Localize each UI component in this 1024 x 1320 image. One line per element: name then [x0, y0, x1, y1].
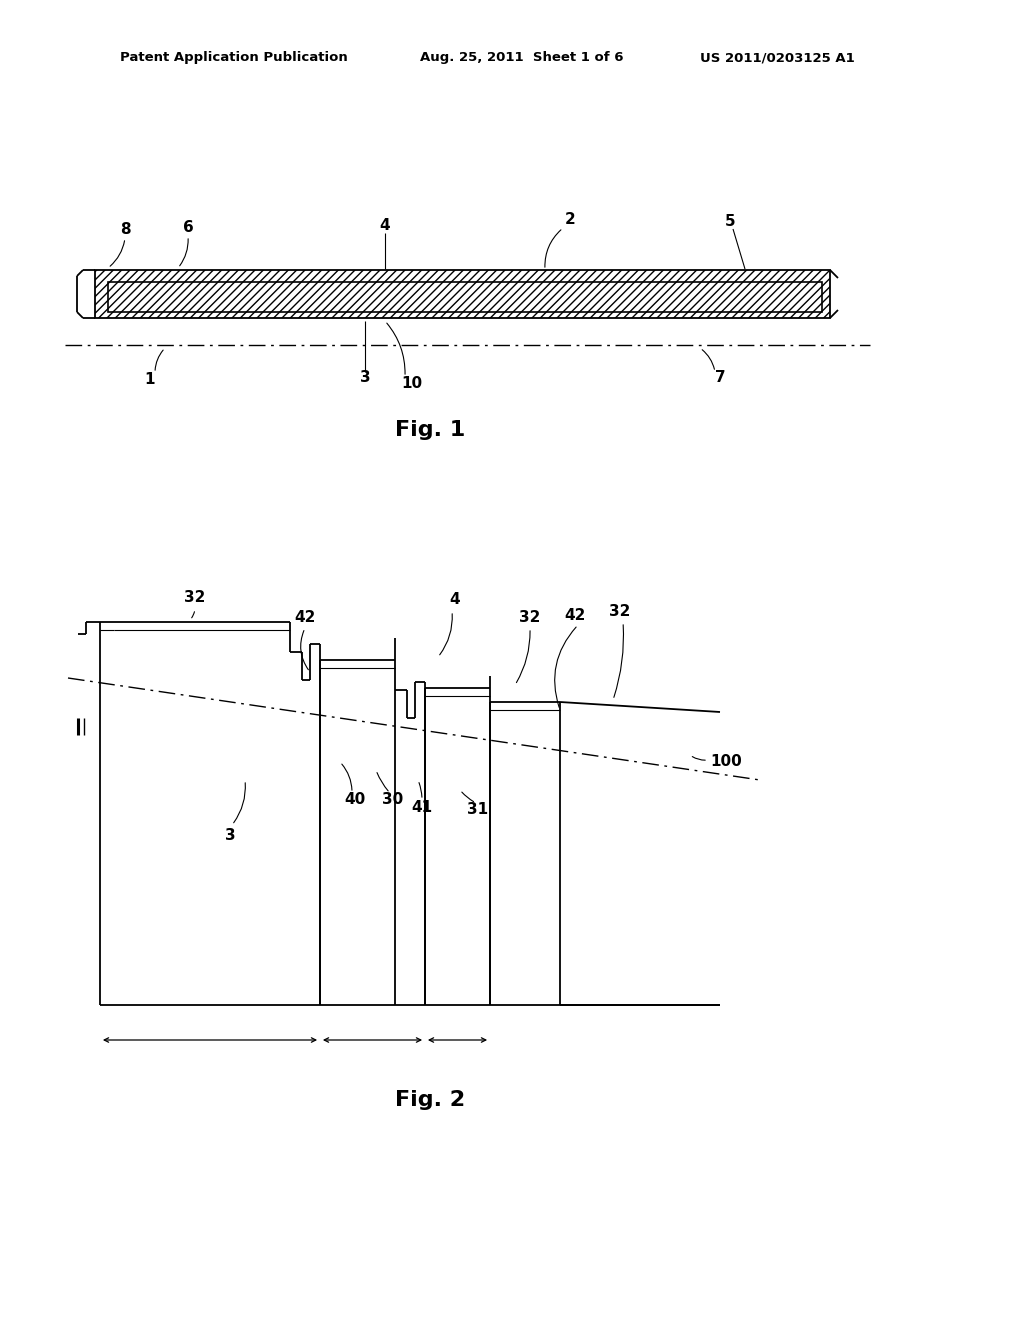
- Text: 32: 32: [184, 590, 206, 606]
- Text: 3: 3: [224, 828, 236, 842]
- Bar: [108, 282, 822, 312]
- Text: 32: 32: [519, 610, 541, 626]
- Text: 3: 3: [359, 371, 371, 385]
- Text: 2: 2: [564, 213, 575, 227]
- Text: 42: 42: [564, 607, 586, 623]
- Text: 10: 10: [401, 376, 423, 392]
- Text: 30: 30: [382, 792, 403, 808]
- Text: 31: 31: [467, 803, 488, 817]
- Text: 4: 4: [450, 593, 461, 607]
- Text: 6: 6: [182, 220, 194, 235]
- Text: 8: 8: [120, 223, 130, 238]
- Text: 7: 7: [715, 371, 725, 385]
- Text: 100: 100: [710, 755, 741, 770]
- Text: 40: 40: [344, 792, 366, 808]
- Text: Patent Application Publication: Patent Application Publication: [120, 51, 348, 65]
- Text: 42: 42: [294, 610, 315, 626]
- Text: Fig. 2: Fig. 2: [395, 1090, 465, 1110]
- Text: Aug. 25, 2011  Sheet 1 of 6: Aug. 25, 2011 Sheet 1 of 6: [420, 51, 624, 65]
- Text: Fig. 1: Fig. 1: [395, 420, 465, 440]
- Text: US 2011/0203125 A1: US 2011/0203125 A1: [700, 51, 855, 65]
- Text: 32: 32: [609, 605, 631, 619]
- Text: 5: 5: [725, 214, 735, 230]
- Text: 1: 1: [144, 372, 156, 388]
- Text: 4: 4: [380, 218, 390, 232]
- Bar: [95, 271, 830, 318]
- Text: 41: 41: [412, 800, 432, 816]
